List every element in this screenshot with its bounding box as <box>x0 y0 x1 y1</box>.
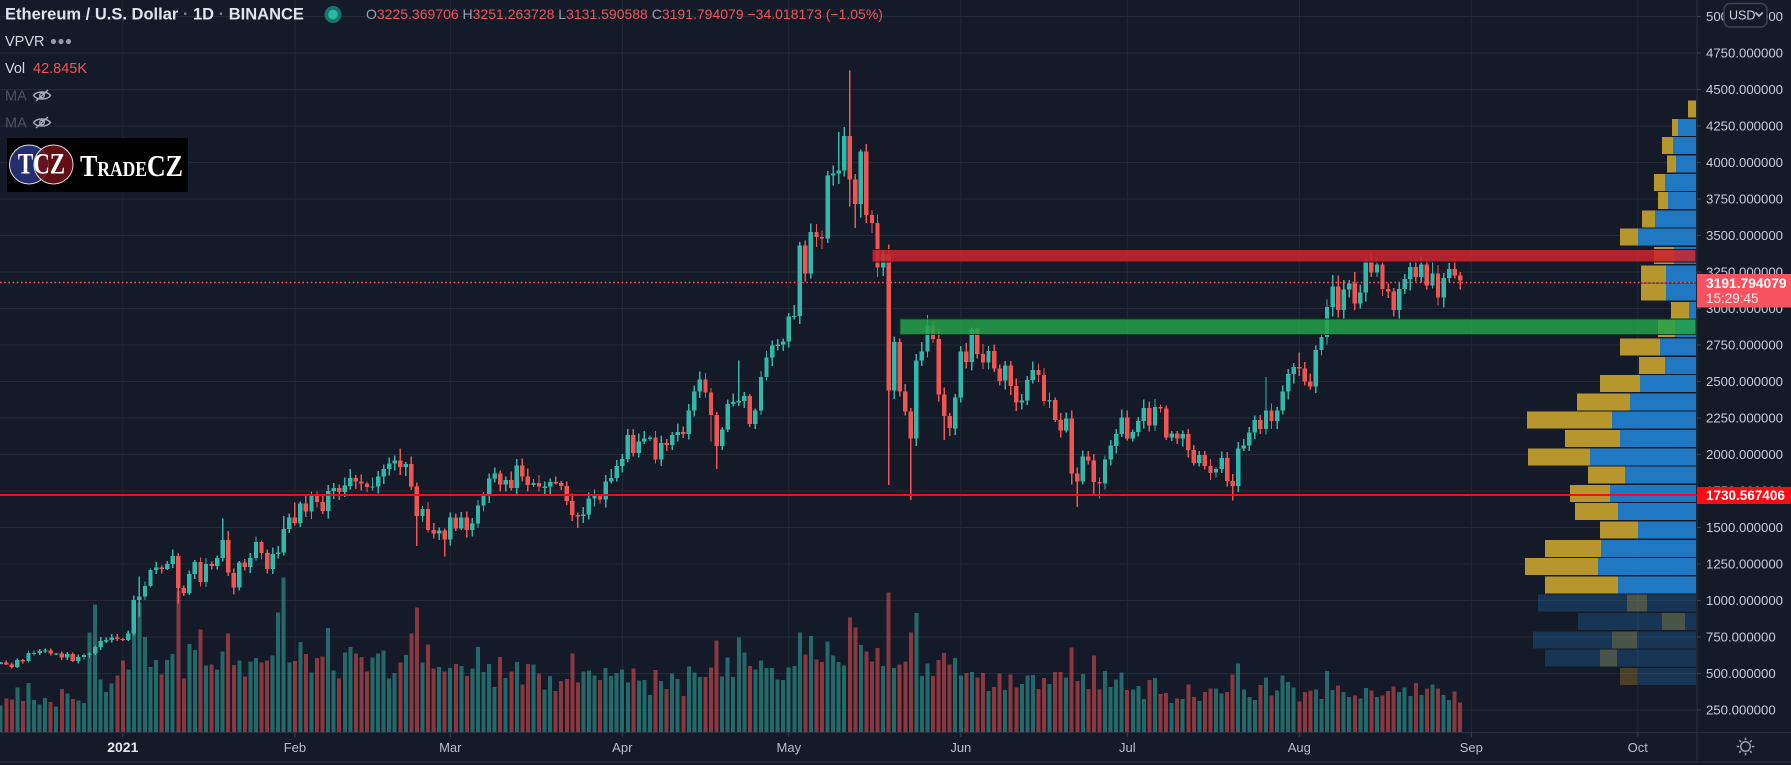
svg-text:42.845K: 42.845K <box>33 61 87 77</box>
svg-text:USD: USD <box>1729 9 1755 23</box>
svg-text:250.000000: 250.000000 <box>1706 703 1776 718</box>
svg-text:2250.000000: 2250.000000 <box>1706 411 1783 426</box>
svg-text:2021: 2021 <box>107 739 138 755</box>
svg-text:4500.000000: 4500.000000 <box>1706 82 1783 97</box>
svg-text:TCZ: TCZ <box>18 147 65 181</box>
svg-text:Apr: Apr <box>612 740 633 755</box>
svg-text:750.000000: 750.000000 <box>1706 630 1776 645</box>
svg-text:VPVR: VPVR <box>5 34 45 50</box>
svg-text:15:29:45: 15:29:45 <box>1706 291 1759 306</box>
svg-text:MA: MA <box>5 116 27 132</box>
svg-text:2000.000000: 2000.000000 <box>1706 447 1783 462</box>
svg-text:4250.000000: 4250.000000 <box>1706 119 1783 134</box>
svg-text:Ethereum / U.S. Dollar · 1D ·: Ethereum / U.S. Dollar · 1D · BINANCE <box>5 6 304 24</box>
svg-text:3500.000000: 3500.000000 <box>1706 228 1783 243</box>
svg-text:O3225.369706 H3251.263728 L313: O3225.369706 H3251.263728 L3131.590588 C… <box>366 6 883 22</box>
svg-text:3191.794079: 3191.794079 <box>1706 276 1787 291</box>
svg-text:4000.000000: 4000.000000 <box>1706 155 1783 170</box>
svg-text:MA: MA <box>5 89 27 105</box>
svg-text:Jun: Jun <box>950 740 971 755</box>
svg-text:TRADECZ: TRADECZ <box>80 150 183 183</box>
svg-text:Mar: Mar <box>439 740 462 755</box>
svg-text:2500.000000: 2500.000000 <box>1706 374 1783 389</box>
svg-text:Jul: Jul <box>1119 740 1136 755</box>
svg-text:2750.000000: 2750.000000 <box>1706 338 1783 353</box>
svg-text:1250.000000: 1250.000000 <box>1706 557 1783 572</box>
svg-text:Sep: Sep <box>1460 740 1483 755</box>
svg-text:4750.000000: 4750.000000 <box>1706 46 1783 61</box>
svg-text:1000.000000: 1000.000000 <box>1706 593 1783 608</box>
svg-text:Aug: Aug <box>1288 740 1311 755</box>
svg-text:Feb: Feb <box>284 740 306 755</box>
svg-text:May: May <box>777 740 802 755</box>
svg-text:Oct: Oct <box>1628 740 1649 755</box>
svg-text:500.000000: 500.000000 <box>1706 666 1776 681</box>
svg-text:1730.567406: 1730.567406 <box>1706 488 1785 503</box>
svg-text:3750.000000: 3750.000000 <box>1706 192 1783 207</box>
svg-text:Vol: Vol <box>5 61 25 77</box>
svg-text:1500.000000: 1500.000000 <box>1706 520 1783 535</box>
